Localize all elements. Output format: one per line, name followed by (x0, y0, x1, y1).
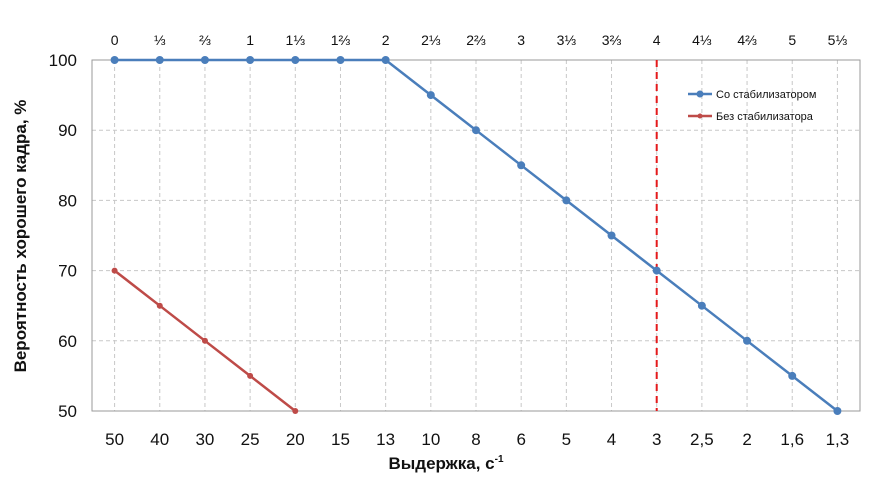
y-tick-label: 60 (58, 332, 77, 351)
x-tick-label: 40 (150, 430, 169, 449)
legend-label: Со стабилизатором (716, 89, 816, 101)
series-1-point (697, 301, 706, 310)
x-tick-label: 5 (562, 430, 571, 449)
y-tick-label: 90 (58, 121, 77, 140)
x-tick-label: 1,6 (780, 430, 804, 449)
series-1-point (426, 91, 435, 100)
x-top-tick-label: 1⅔ (331, 32, 351, 48)
x-top-tick-label: 2 (382, 32, 390, 48)
x-tick-label: 30 (195, 430, 214, 449)
series-1-point (155, 56, 164, 64)
series-1-point (652, 266, 661, 275)
series-1-point (246, 56, 255, 64)
x-tick-label: 25 (241, 430, 260, 449)
series-1-point (381, 56, 390, 64)
series-1-point (562, 196, 571, 205)
series-2-point (292, 408, 299, 414)
x-axis-title: Выдержка, с-1 (388, 454, 503, 473)
x-top-tick-label: 3 (517, 32, 525, 48)
x-top-tick-label: 1⅓ (286, 32, 306, 48)
series-1-point (517, 161, 526, 170)
legend: Со стабилизатором Без стабилизатора (688, 89, 816, 123)
x-top-tick-label: 1 (246, 32, 254, 48)
x-top-tick-label: 2⅓ (421, 32, 441, 48)
x-tick-label: 13 (376, 430, 395, 449)
legend-swatch-marker (696, 90, 704, 98)
series-1-point (336, 56, 345, 64)
x-top-tick-label: 3⅓ (557, 32, 577, 48)
series-2-point (111, 267, 118, 274)
y-axis-title: Вероятность хорошего кадра, % (11, 100, 30, 373)
x-top-tick-label: 4⅓ (692, 32, 712, 48)
y-axis-ticks: 50 60 70 80 90 100 (49, 51, 77, 421)
y-tick-label: 100 (49, 51, 77, 70)
series-2-point (247, 372, 254, 379)
x-top-tick-label: 3⅔ (602, 32, 622, 48)
x-tick-label: 2,5 (690, 430, 714, 449)
x-tick-label: 20 (286, 430, 305, 449)
x-tick-label: 10 (421, 430, 440, 449)
series-2-point (201, 337, 208, 344)
series-1-point (743, 336, 752, 345)
x-top-tick-label: 5⅓ (828, 32, 848, 48)
x-axis-bottom-ticks: 50 40 30 25 20 15 13 10 8 6 5 4 3 2,5 2 1,6 1,3 (105, 430, 849, 449)
x-top-tick-label: 0 (111, 32, 119, 48)
series-1-point (833, 407, 842, 415)
x-axis-title-text: Выдержка, с (388, 454, 494, 473)
x-top-tick-label: ⅓ (154, 32, 166, 48)
plot-area-border (91, 59, 861, 412)
x-top-tick-label: 2⅔ (466, 32, 486, 48)
x-tick-label: 6 (516, 430, 525, 449)
y-tick-label: 70 (58, 262, 77, 281)
x-top-tick-label: 5 (788, 32, 796, 48)
x-top-tick-label: 4⅔ (737, 32, 757, 48)
x-axis-title-superscript: -1 (495, 454, 504, 465)
x-tick-label: 4 (607, 430, 616, 449)
x-axis-top-ticks: 0 ⅓ ⅔ 1 1⅓ 1⅔ 2 2⅓ 2⅔ 3 3⅓ 3⅔ 4 4⅓ 4⅔ 5 5⅓ (111, 32, 848, 48)
series-1-point (110, 56, 119, 64)
x-tick-label: 8 (471, 430, 480, 449)
y-tick-label: 50 (58, 402, 77, 421)
x-tick-label: 3 (652, 430, 661, 449)
x-tick-label: 15 (331, 430, 350, 449)
series-1-point (291, 56, 300, 64)
y-tick-label: 80 (58, 191, 77, 210)
x-tick-label: 50 (105, 430, 124, 449)
series-1-point (607, 231, 616, 240)
series-2-point (156, 302, 163, 309)
series-1-point (472, 126, 480, 135)
series-1-point (788, 371, 797, 380)
x-tick-label: 1,3 (826, 430, 850, 449)
legend-swatch-marker (697, 113, 703, 119)
x-top-tick-label: ⅔ (199, 32, 211, 48)
x-tick-label: 2 (742, 430, 751, 449)
series-1-point (200, 56, 209, 64)
series-group (110, 56, 842, 415)
grid (92, 59, 860, 411)
legend-label: Без стабилизатора (716, 111, 814, 123)
x-top-tick-label: 4 (653, 32, 661, 48)
